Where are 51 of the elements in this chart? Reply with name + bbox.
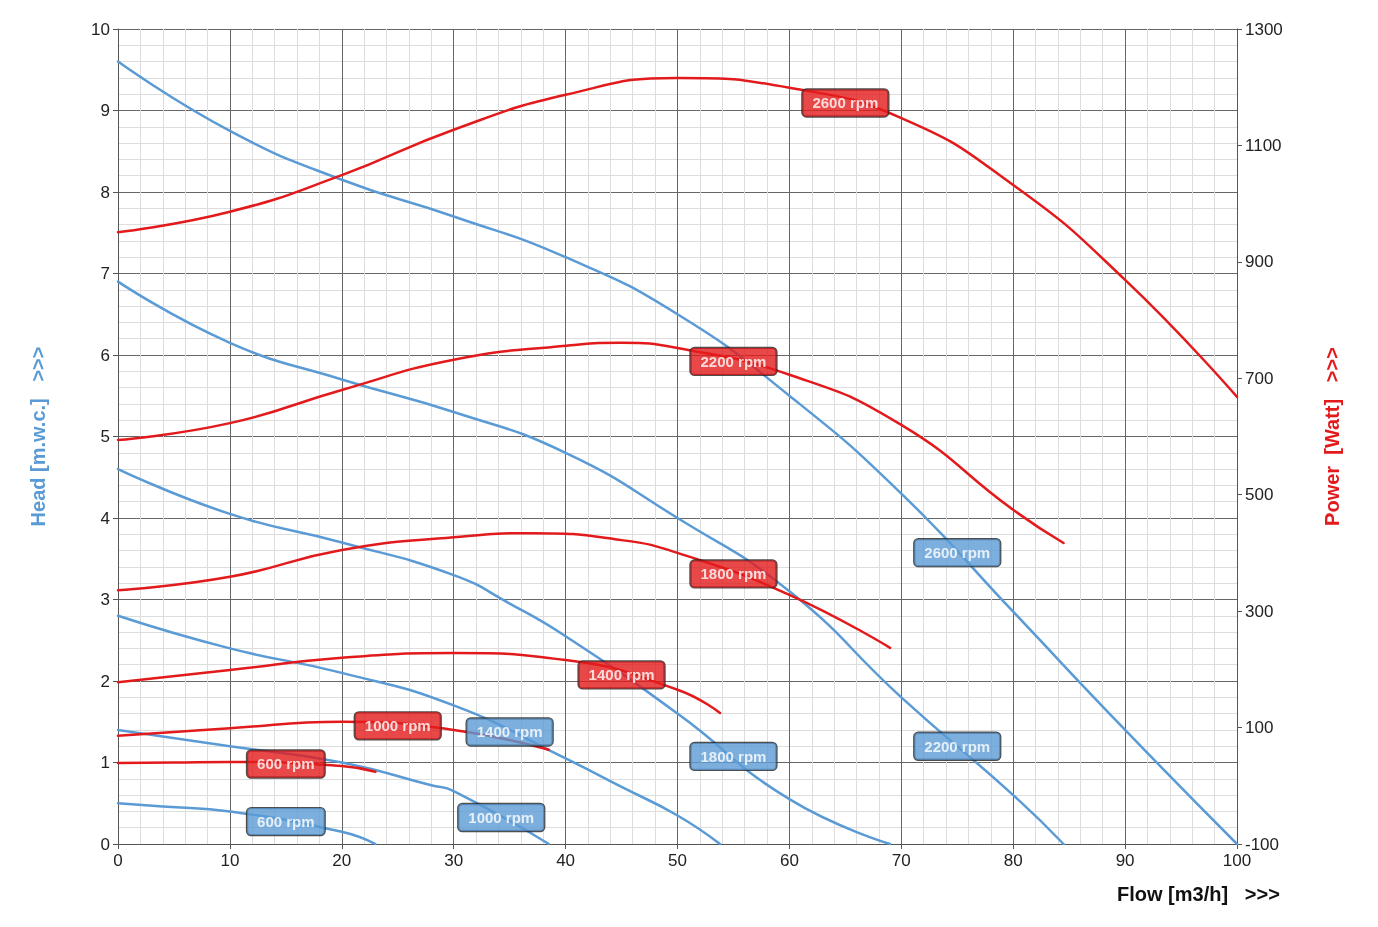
series-label: 1400 rpm: [588, 666, 655, 684]
x-tick-label: 40: [556, 851, 576, 870]
y2-tick-label: 100: [1245, 718, 1274, 738]
y-tick-label: 8: [100, 182, 110, 202]
series-label: 2200 rpm: [924, 737, 991, 755]
y-tick-label: 10: [91, 19, 110, 39]
y2-tick-label: 1100: [1245, 135, 1282, 155]
y2-tick-label: 300: [1245, 601, 1274, 621]
y-tick-label: 7: [100, 264, 110, 283]
y-tick-label: 9: [100, 101, 110, 120]
y-tick-label: 2: [100, 671, 110, 691]
x-tick-label: 70: [891, 851, 911, 870]
y-tick-label: 5: [100, 427, 110, 446]
x-tick-label: 30: [444, 851, 464, 870]
series-label: 1800 rpm: [700, 565, 767, 583]
series-label: 600 rpm: [257, 755, 315, 773]
y2-tick-label: 500: [1245, 485, 1274, 505]
line-series: [116, 76, 1239, 399]
x-tick-label: 90: [1115, 851, 1135, 870]
series-label: 2600 rpm: [924, 544, 991, 562]
line-series: [116, 531, 892, 650]
y-tick-label: 6: [100, 345, 110, 365]
series-label: 2200 rpm: [700, 352, 767, 370]
y-axis-title: Head [m.w.c.] >>>: [27, 346, 49, 527]
y2-tick-label: 1300: [1245, 19, 1283, 39]
line-series: [116, 651, 722, 715]
series-label: 1000 rpm: [468, 809, 535, 827]
line-series: [116, 280, 1065, 846]
x-tick-label: 50: [668, 851, 687, 870]
x-tick-label: 20: [332, 851, 352, 870]
x-tick-label: 60: [779, 851, 799, 870]
x-tick-label: 10: [220, 851, 240, 870]
y2-tick-label: 900: [1245, 252, 1274, 272]
line-series: [116, 467, 892, 846]
y-tick-label: 4: [100, 508, 110, 528]
series-label: 2600 rpm: [812, 94, 879, 112]
series-label: 1800 rpm: [700, 747, 767, 765]
y2-axis-title: Power [Watt] >>>: [1321, 347, 1343, 526]
x-axis-title: Flow [m3/h] >>>: [1117, 883, 1280, 905]
series-label: 1400 rpm: [476, 723, 543, 741]
y2-tick-label: -100: [1245, 834, 1280, 854]
series-label: 1000 rpm: [364, 717, 431, 735]
y-tick-label: 3: [100, 590, 110, 609]
series-label: 600 rpm: [257, 813, 315, 831]
line-series: [116, 341, 1065, 545]
y-tick-label: 0: [100, 834, 110, 854]
x-tick-label: 0: [113, 851, 123, 870]
x-tick-label: 100: [1222, 851, 1252, 870]
x-tick-label: 80: [1003, 851, 1023, 870]
y2-tick-label: 700: [1245, 368, 1274, 388]
y-tick-label: 1: [100, 753, 110, 772]
